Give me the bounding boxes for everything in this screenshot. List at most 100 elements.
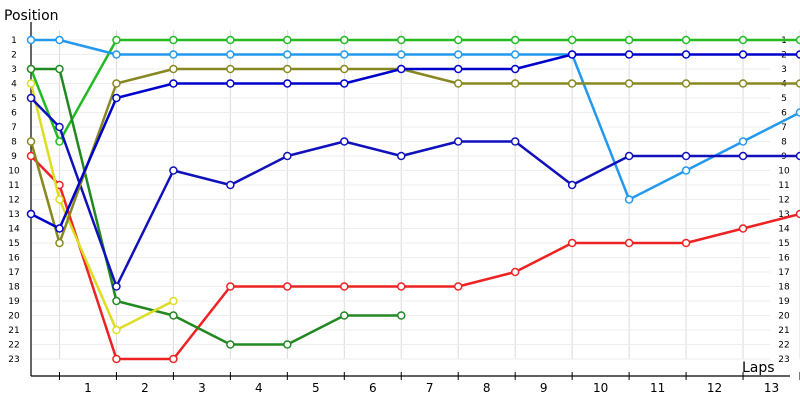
data-point bbox=[55, 195, 64, 204]
y-tick-label-left: 15 bbox=[8, 239, 19, 249]
x-tick-label: 10 bbox=[593, 381, 608, 395]
x-tick-label: 7 bbox=[426, 381, 434, 395]
series-6 bbox=[26, 93, 800, 291]
data-point bbox=[510, 79, 520, 88]
data-point bbox=[510, 137, 520, 146]
data-point bbox=[26, 137, 36, 146]
data-point bbox=[567, 180, 577, 190]
y-tick-label-left: 23 bbox=[8, 355, 19, 365]
x-axis-title: Laps bbox=[742, 360, 775, 376]
data-point bbox=[112, 79, 121, 88]
data-point bbox=[169, 311, 178, 320]
data-point bbox=[453, 282, 463, 291]
data-point bbox=[567, 79, 577, 88]
series-line bbox=[30, 97, 800, 288]
data-point bbox=[112, 93, 121, 103]
y-tick-label-right: 20 bbox=[778, 312, 790, 322]
series-5 bbox=[26, 79, 178, 335]
data-point bbox=[226, 64, 235, 74]
data-point bbox=[510, 50, 520, 59]
data-point bbox=[624, 151, 634, 161]
data-point bbox=[397, 282, 406, 291]
data-point bbox=[55, 64, 64, 74]
y-tick-label-left: 18 bbox=[8, 283, 20, 293]
x-tick-label: 5 bbox=[312, 381, 320, 395]
data-point bbox=[283, 151, 292, 161]
y-tick-label-left: 19 bbox=[8, 297, 20, 307]
data-point bbox=[795, 209, 800, 219]
data-point bbox=[55, 122, 64, 132]
data-point bbox=[169, 35, 178, 45]
x-tick-label: 6 bbox=[369, 381, 377, 395]
y-tick-label-right: 3 bbox=[781, 65, 787, 75]
data-point bbox=[397, 35, 406, 45]
y-tick-label-right: 12 bbox=[778, 196, 789, 206]
data-point bbox=[453, 79, 463, 88]
data-point bbox=[795, 50, 800, 59]
data-point bbox=[453, 35, 463, 45]
data-point bbox=[567, 35, 577, 45]
y-tick-label-left: 5 bbox=[11, 94, 17, 104]
data-point bbox=[681, 166, 691, 175]
data-point bbox=[795, 35, 800, 45]
y-tick-label-right: 11 bbox=[778, 181, 789, 191]
y-tick-label-right: 13 bbox=[778, 210, 789, 220]
data-point bbox=[226, 282, 235, 291]
data-point bbox=[510, 64, 520, 74]
data-point bbox=[283, 64, 292, 74]
data-point bbox=[283, 340, 292, 349]
data-point bbox=[112, 50, 121, 59]
data-point bbox=[26, 209, 36, 219]
data-point bbox=[738, 35, 748, 45]
data-point bbox=[226, 35, 235, 45]
data-point bbox=[112, 35, 121, 45]
data-point bbox=[397, 50, 406, 59]
x-tick-label: 3 bbox=[198, 381, 206, 395]
y-tick-label-right: 6 bbox=[781, 109, 787, 119]
series-line bbox=[31, 38, 800, 201]
data-point bbox=[681, 238, 691, 248]
data-point bbox=[624, 79, 634, 88]
y-tick-label-right: 7 bbox=[781, 123, 787, 133]
y-tick-label-right: 8 bbox=[781, 138, 787, 148]
data-point bbox=[681, 35, 691, 45]
data-point bbox=[226, 79, 235, 88]
x-tick-label: 8 bbox=[483, 381, 491, 395]
data-point bbox=[283, 35, 292, 45]
data-point bbox=[55, 35, 64, 45]
y-tick-label-left: 17 bbox=[8, 268, 19, 278]
data-point bbox=[340, 137, 349, 146]
data-point bbox=[55, 137, 64, 146]
y-tick-label-right: 19 bbox=[778, 297, 790, 307]
x-tick-label: 11 bbox=[650, 381, 665, 395]
data-point bbox=[112, 296, 121, 306]
data-point bbox=[795, 79, 800, 88]
data-point bbox=[340, 311, 349, 320]
data-point bbox=[340, 35, 349, 45]
data-point bbox=[283, 282, 292, 291]
y-tick-label-left: 16 bbox=[8, 254, 20, 264]
data-point bbox=[26, 64, 36, 74]
data-point bbox=[567, 238, 577, 248]
y-tick-label-right: 22 bbox=[778, 341, 789, 351]
data-point bbox=[738, 224, 748, 233]
y-tick-label-right: 23 bbox=[778, 355, 789, 365]
data-point bbox=[283, 50, 292, 59]
data-point bbox=[112, 325, 121, 335]
data-point bbox=[340, 50, 349, 59]
data-point bbox=[681, 50, 691, 59]
x-tick-labels: 1 2 3 4 5 6 7 8 9 10 11 12 13 bbox=[84, 381, 779, 395]
data-point bbox=[283, 79, 292, 88]
y-tick-label-right: 10 bbox=[778, 167, 790, 177]
data-point bbox=[26, 35, 36, 45]
x-tick-label: 12 bbox=[707, 381, 722, 395]
series-lines bbox=[26, 35, 800, 364]
series-1 bbox=[26, 35, 800, 146]
data-point bbox=[169, 354, 178, 364]
data-point bbox=[169, 64, 178, 74]
data-point bbox=[624, 35, 634, 45]
data-point bbox=[453, 64, 463, 74]
y-tick-label-left: 3 bbox=[11, 65, 17, 75]
